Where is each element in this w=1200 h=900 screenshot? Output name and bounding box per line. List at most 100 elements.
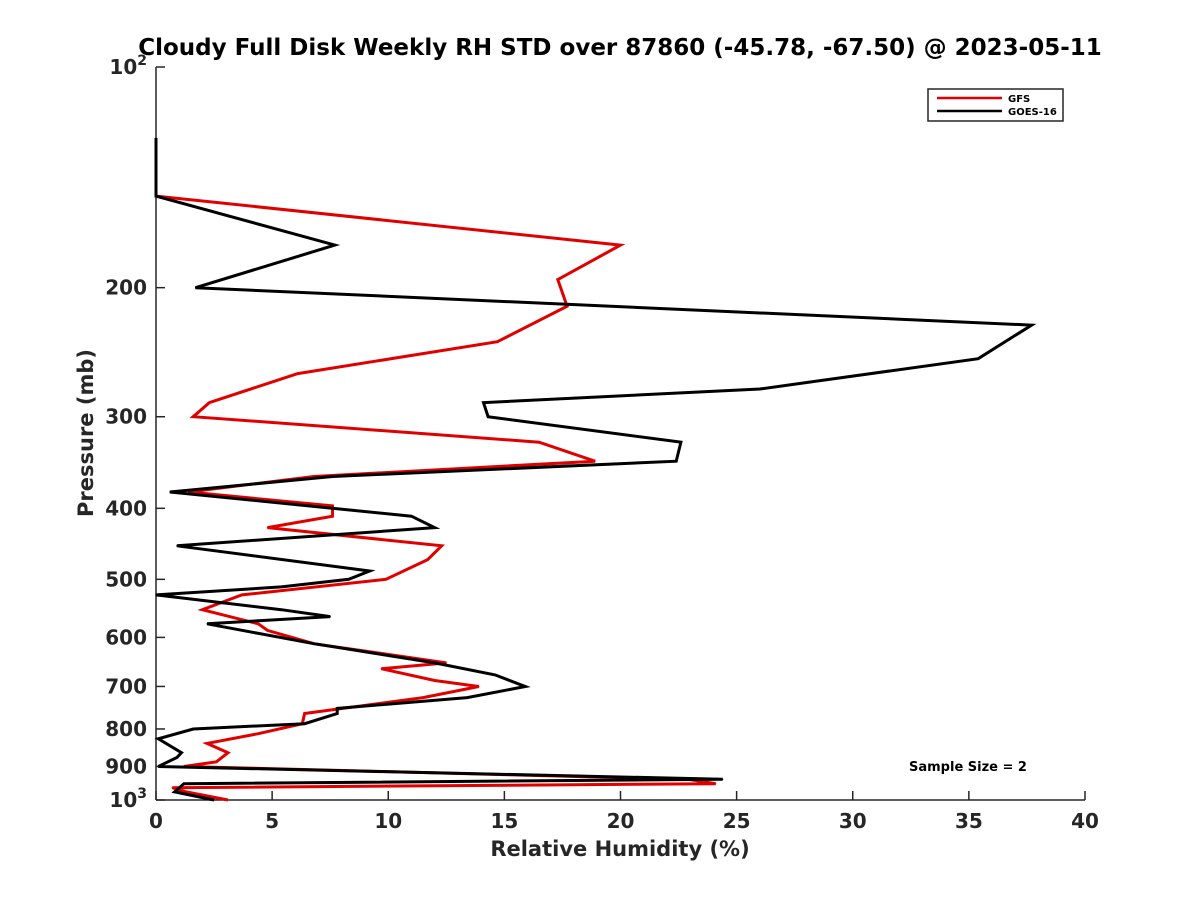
legend-label-goes16: GOES-16 (1008, 107, 1057, 118)
data-point-goes16 (194, 287, 197, 289)
data-point-gfs (496, 341, 498, 343)
y-tick-label: 102 (109, 53, 147, 79)
series-goes16 (154, 137, 1037, 802)
data-point-goes16 (977, 358, 979, 360)
y-tick-label: 800 (105, 717, 147, 741)
y-tick-label: 500 (105, 567, 147, 591)
y-tick-label: 600 (105, 625, 147, 649)
data-point-gfs (380, 668, 382, 670)
data-point-gfs (434, 679, 436, 682)
x-tick-label: 10 (374, 809, 402, 833)
data-point-goes16 (759, 388, 761, 390)
data-point-gfs (208, 402, 210, 404)
y-axis-label: Pressure (mb) (74, 349, 98, 517)
data-point-gfs (566, 305, 568, 307)
y-tick-label: 300 (105, 405, 147, 429)
data-point-gfs (557, 279, 559, 281)
x-tick-label: 20 (607, 809, 635, 833)
data-point-gfs (538, 441, 540, 443)
data-point-gfs (206, 742, 208, 745)
data-point-goes16 (482, 402, 485, 404)
data-point-goes16 (183, 783, 185, 785)
axes: 0 5 10 15 20 25 30 35 40 102 200 300 400 500 600 700 800… (105, 53, 1099, 833)
x-tick-label: 35 (955, 809, 983, 833)
y-tick-label: 200 (105, 276, 147, 300)
data-point-goes16 (434, 662, 436, 664)
data-point-goes16 (206, 623, 208, 625)
data-point-goes16 (494, 674, 496, 676)
data-point-gfs (441, 545, 443, 547)
data-point-gfs (192, 416, 194, 418)
data-point-goes16 (313, 643, 315, 645)
data-point-gfs (304, 712, 306, 715)
data-point-goes16 (331, 475, 334, 478)
data-point-gfs (215, 761, 217, 763)
data-point-gfs (331, 515, 334, 517)
data-point-gfs (427, 559, 429, 561)
x-tick-label: 0 (149, 809, 163, 833)
x-tick-label: 15 (490, 809, 518, 833)
data-point-goes16 (280, 586, 282, 588)
series-layer (154, 137, 1037, 802)
x-tick-label: 5 (265, 809, 279, 833)
x-tick-label: 40 (1071, 809, 1099, 833)
x-tick-label: 25 (723, 809, 751, 833)
data-point-goes16 (466, 697, 468, 699)
data-point-goes16 (157, 765, 159, 768)
data-point-goes16 (155, 137, 157, 139)
data-point-goes16 (192, 728, 194, 730)
data-point-goes16 (722, 778, 724, 780)
data-point-gfs (266, 527, 269, 529)
legend-label-gfs: GFS (1008, 94, 1030, 105)
data-point-gfs (171, 787, 173, 789)
data-point-gfs (385, 578, 387, 580)
data-point-gfs (201, 609, 203, 611)
data-point-gfs (227, 752, 229, 754)
data-point-goes16 (180, 752, 183, 754)
data-point-goes16 (336, 712, 338, 715)
data-point-goes16 (280, 609, 282, 611)
data-point-gfs (257, 623, 259, 625)
data-point-goes16 (176, 756, 178, 759)
data-point-goes16 (348, 578, 350, 580)
data-point-gfs (715, 783, 717, 785)
y-tick-label: 103 (109, 786, 147, 812)
data-point-goes16 (157, 738, 159, 740)
x-axis-label: Relative Humidity (%) (490, 837, 749, 861)
chart-title: Cloudy Full Disk Weekly RH STD over 8786… (138, 35, 1102, 61)
data-point-gfs (331, 505, 334, 507)
data-point-goes16 (675, 460, 677, 462)
data-point-goes16 (329, 616, 331, 618)
data-point-gfs (266, 629, 269, 632)
data-point-gfs (241, 594, 243, 596)
data-point-goes16 (524, 685, 526, 688)
data-point-goes16 (304, 723, 306, 725)
data-point-goes16 (176, 545, 178, 547)
data-point-goes16 (487, 416, 489, 418)
data-point-goes16 (213, 799, 215, 801)
data-point-goes16 (434, 527, 436, 529)
data-point-goes16 (169, 491, 171, 493)
data-point-goes16 (155, 594, 157, 596)
data-point-gfs (297, 373, 299, 375)
y-tick-label: 400 (105, 496, 147, 520)
data-point-gfs (257, 733, 259, 735)
series-line-goes16 (154, 138, 1037, 802)
legend: GFS GOES-16 (927, 88, 1064, 122)
x-tick-label: 30 (839, 809, 867, 833)
y-tick-label: 700 (105, 674, 147, 698)
data-point-gfs (445, 662, 447, 664)
data-point-gfs (422, 697, 424, 699)
data-point-gfs (478, 685, 480, 688)
data-point-gfs (227, 799, 229, 801)
data-point-gfs (185, 791, 187, 793)
data-point-goes16 (155, 195, 157, 197)
data-point-goes16 (369, 570, 371, 572)
data-point-gfs (619, 244, 622, 246)
data-point-gfs (594, 460, 596, 462)
legend-box (927, 88, 1064, 122)
data-point-goes16 (334, 244, 336, 246)
data-point-goes16 (174, 791, 176, 793)
data-point-goes16 (680, 441, 682, 443)
